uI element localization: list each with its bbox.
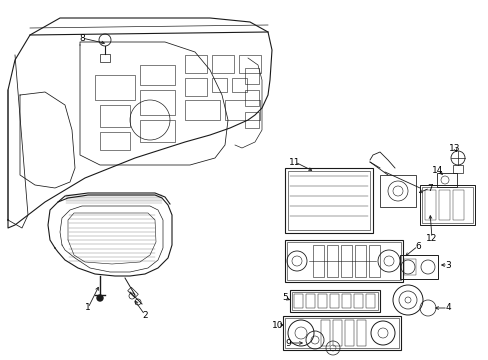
Bar bbox=[354, 245, 365, 277]
Bar bbox=[140, 65, 175, 85]
Text: 7: 7 bbox=[426, 184, 432, 193]
Text: 10: 10 bbox=[272, 320, 283, 329]
Bar bbox=[438, 190, 449, 220]
Bar bbox=[239, 55, 261, 73]
Bar bbox=[287, 171, 369, 230]
Bar bbox=[231, 78, 246, 92]
Circle shape bbox=[97, 295, 103, 301]
Bar bbox=[140, 120, 175, 142]
Bar bbox=[100, 105, 130, 127]
Bar bbox=[289, 290, 379, 312]
Bar bbox=[127, 287, 138, 298]
Text: 5: 5 bbox=[282, 293, 287, 302]
Bar bbox=[424, 190, 435, 220]
Bar bbox=[365, 294, 374, 308]
Bar bbox=[326, 245, 337, 277]
Bar bbox=[244, 68, 259, 84]
Text: 2: 2 bbox=[142, 310, 147, 320]
Bar bbox=[329, 294, 338, 308]
Bar bbox=[291, 292, 377, 310]
Bar bbox=[184, 78, 206, 96]
Bar bbox=[353, 294, 362, 308]
Text: 11: 11 bbox=[289, 158, 300, 166]
Bar bbox=[312, 245, 324, 277]
Bar bbox=[320, 320, 329, 346]
Text: 8: 8 bbox=[79, 33, 85, 42]
Bar bbox=[283, 316, 400, 350]
Bar bbox=[184, 55, 206, 73]
Bar bbox=[317, 294, 326, 308]
Bar bbox=[293, 294, 303, 308]
Bar bbox=[452, 165, 462, 173]
Bar bbox=[356, 320, 365, 346]
Bar bbox=[368, 245, 379, 277]
Bar bbox=[212, 55, 234, 73]
Bar bbox=[403, 259, 415, 275]
Bar bbox=[286, 242, 400, 280]
Bar bbox=[436, 173, 456, 187]
Bar bbox=[419, 185, 474, 225]
Bar bbox=[332, 320, 341, 346]
Text: 14: 14 bbox=[431, 166, 443, 175]
Bar bbox=[285, 168, 372, 233]
Text: 12: 12 bbox=[426, 234, 437, 243]
Bar bbox=[285, 318, 398, 348]
Bar bbox=[452, 190, 463, 220]
Bar bbox=[340, 245, 351, 277]
Bar bbox=[305, 294, 314, 308]
Bar bbox=[345, 320, 353, 346]
Text: 6: 6 bbox=[414, 242, 420, 251]
Bar bbox=[95, 75, 135, 100]
Bar bbox=[341, 294, 350, 308]
Bar bbox=[100, 54, 110, 62]
Text: 4: 4 bbox=[444, 303, 450, 312]
Bar bbox=[285, 240, 402, 282]
Bar bbox=[421, 187, 472, 223]
Bar bbox=[379, 175, 415, 207]
Bar bbox=[244, 112, 259, 128]
Bar bbox=[244, 90, 259, 106]
Bar bbox=[224, 100, 260, 120]
Text: 13: 13 bbox=[448, 144, 460, 153]
Bar bbox=[212, 78, 226, 92]
Bar bbox=[399, 255, 437, 279]
Bar bbox=[140, 90, 175, 115]
Text: 9: 9 bbox=[285, 338, 290, 347]
Text: 3: 3 bbox=[444, 261, 450, 270]
Text: 1: 1 bbox=[85, 303, 91, 312]
Bar bbox=[100, 132, 130, 150]
Bar bbox=[184, 100, 220, 120]
